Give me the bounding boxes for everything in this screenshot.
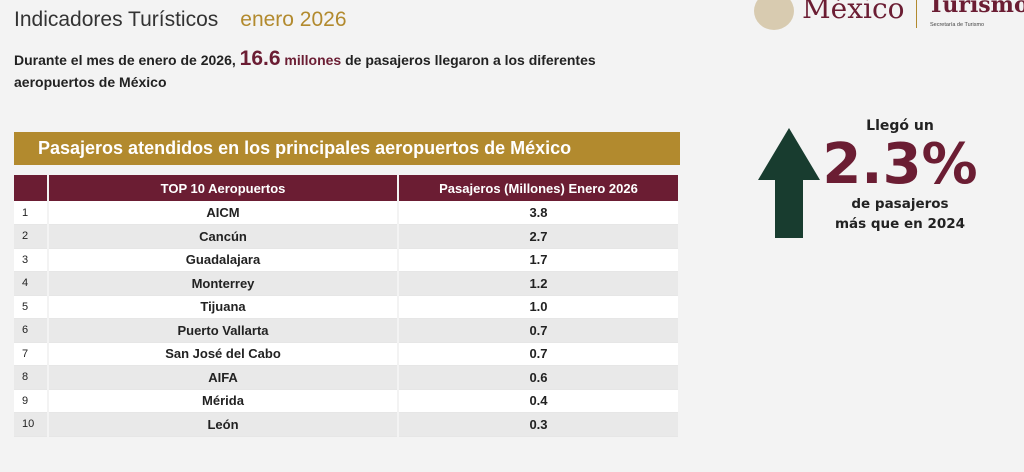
passengers-cell: 1.2 (398, 271, 680, 296)
stat-line2: más que en 2024 (834, 216, 966, 232)
passengers-cell: 0.3 (398, 412, 680, 437)
airport-cell: Guadalajara (48, 248, 399, 272)
table-row: 8 AIFA 0.6 (14, 365, 680, 390)
table-row: 5 Tijuana 1.0 (14, 295, 680, 319)
rank-cell: 2 (14, 224, 49, 249)
period-label: enero 2026 (240, 8, 347, 31)
table-row: 4 Monterrey 1.2 (14, 271, 680, 296)
passengers-cell: 1.7 (398, 248, 680, 272)
header-airport: TOP 10 Aeropuertos (48, 175, 399, 201)
rank-cell: 9 (14, 389, 49, 413)
rank-cell: 3 (14, 248, 49, 272)
passengers-cell: 0.7 (398, 318, 680, 343)
airport-cell: Mérida (48, 389, 399, 413)
rank-cell: 1 (14, 201, 49, 225)
passengers-cell: 0.7 (398, 342, 680, 366)
arrow-up-icon (758, 128, 820, 238)
logo-mexico: México (802, 0, 905, 25)
logo-secretaria: Secretaría de Turismo (930, 22, 985, 28)
total-unit: millones (280, 52, 342, 68)
airport-cell: AICM (48, 201, 399, 225)
rank-cell: 7 (14, 342, 49, 366)
gobierno-mexico-turismo-logo: México Turismo Secretaría de Turismo (748, 0, 1024, 32)
rank-cell: 4 (14, 271, 49, 296)
passengers-cell: 0.6 (398, 365, 680, 390)
rank-cell: 6 (14, 318, 49, 343)
table-row: 9 Mérida 0.4 (14, 389, 680, 413)
table-banner: Pasajeros atendidos en los principales a… (14, 132, 680, 165)
intro-text: Durante el mes de enero de 2026, 16.6 mi… (14, 48, 654, 93)
table-row: 3 Guadalajara 1.7 (14, 248, 680, 272)
table-row: 7 San José del Cabo 0.7 (14, 342, 680, 366)
airport-cell: San José del Cabo (48, 342, 399, 366)
page-title: Indicadores Turísticos (14, 8, 219, 31)
intro-before: Durante el mes de enero de 2026, (14, 52, 240, 68)
rank-cell: 10 (14, 412, 49, 437)
table-row: 2 Cancún 2.7 (14, 224, 680, 249)
stat-lead: Llegó un (866, 118, 934, 134)
table-row: 6 Puerto Vallarta 0.7 (14, 318, 680, 343)
logo-turismo: Turismo (928, 0, 1024, 18)
rank-cell: 8 (14, 365, 49, 390)
stat-line1: de pasajeros (851, 196, 949, 212)
header-passengers: Pasajeros (Millones) Enero 2026 (398, 175, 680, 201)
title-bar: Indicadores Turísticos enero 2026 (14, 8, 347, 32)
airport-cell: León (48, 412, 399, 437)
passengers-cell: 1.0 (398, 295, 680, 319)
coat-of-arms-icon (754, 0, 794, 30)
header-rank (14, 175, 49, 201)
passengers-cell: 0.4 (398, 389, 680, 413)
table-row: 1 AICM 3.8 (14, 201, 680, 225)
rank-cell: 5 (14, 295, 49, 319)
total-passengers: 16.6 (239, 47, 281, 70)
airport-cell: Tijuana (48, 295, 399, 319)
airport-cell: Cancún (48, 224, 399, 249)
table-header-row: TOP 10 Aeropuertos Pasajeros (Millones) … (14, 175, 680, 201)
growth-stat: Llegó un 2.3% de pasajeros más que en 20… (800, 116, 1000, 234)
airport-cell: Puerto Vallarta (48, 318, 399, 343)
airport-cell: Monterrey (48, 271, 399, 296)
intro-after: de pasajeros llegaron a los diferentes a… (14, 52, 596, 90)
passengers-cell: 2.7 (398, 224, 680, 249)
airports-table: TOP 10 Aeropuertos Pasajeros (Millones) … (14, 175, 680, 437)
airport-cell: AIFA (48, 365, 399, 390)
stat-value: 2.3% (822, 132, 978, 197)
table-row: 10 León 0.3 (14, 412, 680, 437)
logo-divider (916, 0, 917, 28)
passengers-cell: 3.8 (398, 201, 680, 225)
